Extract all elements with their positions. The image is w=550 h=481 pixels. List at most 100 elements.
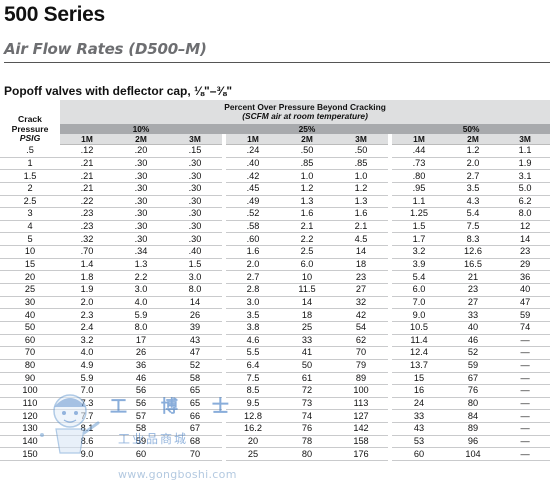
flow-rate-cell: 13.7 [392, 359, 446, 373]
flow-rate-cell: 36 [500, 270, 550, 285]
flow-rate-cell: .30 [168, 169, 222, 183]
flow-rate-cell: 62 [334, 334, 388, 348]
flow-rate-cell: 52 [168, 359, 222, 373]
subcol-header: 3M [334, 134, 388, 145]
table-row: 50 2.4 8.0 39 3.8 25 54 10.5 40 74 [0, 321, 550, 335]
flow-rate-cell: 1.2 [280, 182, 334, 196]
flow-rate-cell: 66 [168, 409, 222, 424]
flow-rate-cell: 4.5 [334, 232, 388, 247]
flow-rate-cell: 20 [226, 435, 280, 449]
flow-rate-cell: 58 [114, 422, 168, 436]
flow-rate-cell: 15 [392, 372, 446, 386]
table-body: .5.12.20.15.24.50.50.44 1.2 1.1 1.21.30.30.… [0, 144, 550, 462]
flow-rate-cell: 142 [334, 422, 388, 436]
flow-rate-cell: 65 [168, 397, 222, 411]
flow-rate-cell: 5.9 [60, 372, 114, 386]
flow-rate-cell: 11.4 [392, 334, 446, 348]
flow-rate-cell: .40 [168, 245, 222, 259]
flow-rate-cell: 10.5 [392, 321, 446, 335]
flow-rate-cell: 14 [168, 296, 222, 310]
flow-rate-cell: — [500, 384, 550, 398]
flow-rate-cell: 25 [226, 447, 280, 462]
flow-rate-cell: 78 [280, 435, 334, 449]
table-row: 2.5.22.30.30.49 1.3 1.3 1.1 4.3 6.2 [0, 195, 550, 209]
header-line1: Percent Over Pressure Beyond Cracking [224, 102, 386, 112]
flow-rate-cell: 2.0 [60, 296, 114, 310]
flow-rate-cell: .30 [168, 157, 222, 171]
flow-rate-cell: 60 [114, 447, 168, 462]
watermark-url: www.gongboshi.com [118, 468, 237, 481]
flow-rate-cell: 1.5 [392, 220, 446, 234]
flow-rate-cell: 2.0 [446, 157, 500, 171]
flow-rate-cell: .21 [60, 157, 114, 171]
flow-rate-cell: 1.25 [392, 207, 446, 221]
crack-pressure-cell: 80 [0, 359, 60, 373]
flow-rate-cell: 25 [280, 321, 334, 335]
series-title: 500 Series [4, 3, 105, 26]
page-subtitle: Air Flow Rates (D500–M) [4, 40, 207, 58]
crack-pressure-cell: 5 [0, 232, 60, 247]
flow-rate-cell: 23 [334, 270, 388, 285]
flow-rate-cell: 8.6 [60, 435, 114, 449]
crack-pressure-cell: 90 [0, 372, 60, 386]
flow-rate-cell: 17 [114, 334, 168, 348]
flow-rate-cell: 2.1 [334, 220, 388, 234]
flow-rate-cell: 113 [334, 397, 388, 411]
flow-rate-cell: 89 [334, 372, 388, 386]
table-row: 4.23.30.30.58 2.1 2.1 1.5 7.5 12 [0, 220, 550, 234]
flow-rate-cell: 18 [334, 258, 388, 272]
table-row: 15 1.4 1.3 1.5 2.0 6.0 18 3.9 16.5 29 [0, 258, 550, 272]
flow-rate-cell: 1.3 [114, 258, 168, 272]
flow-rate-cell: 1.7 [392, 232, 446, 247]
flow-rate-cell: 2.2 [114, 270, 168, 285]
subcol-header: 3M [168, 134, 222, 145]
table-row: .5.12.20.15.24.50.50.44 1.2 1.1 [0, 144, 550, 158]
flow-rate-cell: 4.0 [60, 346, 114, 360]
flow-rate-cell: — [500, 334, 550, 348]
flow-rate-cell: 1.4 [60, 258, 114, 272]
crack-pressure-cell: 120 [0, 409, 60, 424]
flow-rate-cell: 59 [446, 359, 500, 373]
flow-rate-cell: 8.1 [60, 422, 114, 436]
flow-rate-cell: 58 [168, 372, 222, 386]
crack-pressure-cell: 4 [0, 220, 60, 234]
flow-rate-cell: 79 [334, 359, 388, 373]
flow-rate-cell: 56 [114, 384, 168, 398]
flow-rate-cell: 84 [446, 409, 500, 424]
subcol-header: 3M [500, 134, 550, 145]
flow-rate-cell: 80 [446, 397, 500, 411]
flow-rate-cell: 6.0 [280, 258, 334, 272]
flow-rate-cell: .21 [60, 169, 114, 183]
crack-pressure-cell: 60 [0, 334, 60, 348]
group-header-25: 25% [226, 124, 388, 134]
flow-rate-cell: 46 [446, 334, 500, 348]
flow-rate-cell: — [500, 397, 550, 411]
flow-rate-cell: 100 [334, 384, 388, 398]
crack-header-unit: PSIG [19, 133, 41, 143]
flow-rate-cell: 39 [168, 321, 222, 335]
crack-pressure-cell: 1.5 [0, 169, 60, 183]
flow-rate-cell: .50 [280, 144, 334, 158]
flow-rate-cell: 50 [280, 359, 334, 373]
flow-rate-cell: 32 [334, 296, 388, 310]
flow-rate-cell: .20 [114, 144, 168, 158]
subcol-header: 1M [392, 134, 446, 145]
flow-rate-cell: .30 [114, 232, 168, 247]
flow-rate-cell: 3.0 [168, 270, 222, 285]
flow-rate-cell: 2.8 [226, 283, 280, 297]
flow-rate-cell: 1.2 [446, 144, 500, 158]
crack-pressure-cell: 2 [0, 182, 60, 196]
flow-rate-cell: 3.0 [226, 296, 280, 310]
table-row: 110 7.3 56 65 9.5 73 113 24 80— [0, 397, 550, 411]
subcol-header: 1M [226, 134, 280, 145]
flow-rate-cell: .80 [392, 169, 446, 183]
flow-rate-cell: 12.6 [446, 245, 500, 259]
group-gap [222, 124, 226, 134]
flow-rate-cell: 74 [280, 409, 334, 424]
flow-rate-cell: 27 [446, 296, 500, 310]
flow-rate-cell: 1.9 [500, 157, 550, 171]
crack-pressure-cell: 15 [0, 258, 60, 272]
flow-rate-cell: 80 [280, 447, 334, 462]
flow-rate-cell: 12.8 [226, 409, 280, 424]
air-flow-table: Crack Pressure PSIG Percent Over Pressur… [0, 100, 550, 462]
